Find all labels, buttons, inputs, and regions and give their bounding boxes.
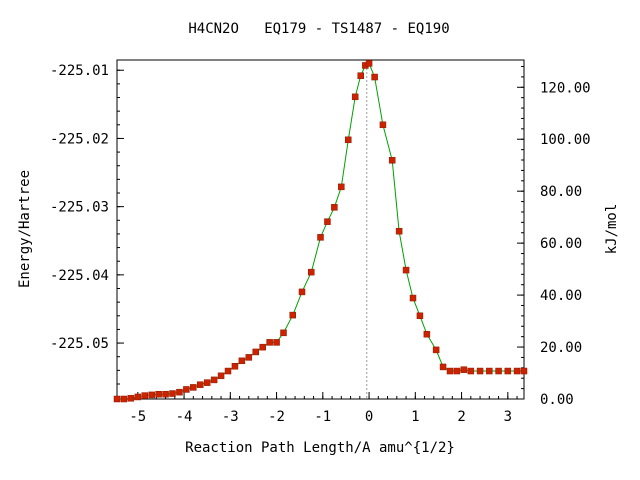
data-point	[134, 393, 142, 401]
data-point	[453, 367, 461, 375]
y-axis-label: Energy/Hartree	[17, 170, 33, 288]
data-point	[298, 288, 306, 296]
data-point	[476, 367, 484, 375]
data-point	[345, 136, 352, 144]
energy-curve	[117, 62, 524, 400]
plot-frame	[116, 59, 525, 400]
data-point	[245, 354, 253, 361]
data-point	[252, 348, 259, 356]
data-point	[439, 363, 447, 371]
data-point	[504, 367, 512, 375]
data-point	[357, 72, 364, 79]
data-point	[308, 268, 315, 276]
x-tick-label: -4	[176, 409, 193, 425]
data-point	[520, 367, 528, 375]
data-point	[446, 367, 454, 375]
x-axis-label: Reaction Path Length/A amu^{1/2}	[185, 440, 455, 456]
y2-tick-label: 0.00	[540, 392, 574, 408]
y2-tick-label: 40.00	[540, 288, 582, 304]
x-axis-ticks: -5 -4 -3 -2 -1 0 1 2 3	[129, 392, 512, 425]
data-point	[416, 312, 424, 320]
data-point	[351, 93, 359, 101]
data-point	[331, 204, 338, 211]
x-tick-label: -3	[222, 409, 239, 425]
data-point	[183, 386, 190, 393]
data-point	[190, 384, 197, 391]
data-point	[141, 392, 148, 399]
data-point	[280, 329, 287, 337]
data-point	[513, 367, 521, 375]
x-tick-label: 1	[411, 409, 419, 425]
y-tick-label: -225.04	[50, 268, 109, 284]
x-tick-label: 0	[365, 409, 373, 425]
data-point	[432, 346, 440, 354]
data-point	[423, 330, 431, 338]
data-point	[365, 60, 373, 67]
y2-tick-label: 120.00	[540, 80, 591, 96]
data-point	[289, 311, 296, 319]
y2-tick-label: 60.00	[540, 236, 582, 252]
y-tick-label: -225.01	[50, 63, 109, 79]
data-points	[113, 60, 528, 403]
data-point	[155, 390, 162, 398]
data-point	[231, 363, 239, 370]
data-point	[238, 357, 246, 365]
y-axis-ticks: -225.01 -225.02 -225.03 -225.04 -225.05	[50, 63, 124, 352]
x-tick-label: -2	[268, 409, 285, 425]
data-point	[162, 390, 169, 398]
data-point	[371, 73, 378, 81]
data-point	[266, 339, 273, 346]
data-point	[409, 294, 417, 302]
data-point	[169, 390, 176, 397]
data-point	[217, 372, 225, 380]
data-point	[127, 395, 135, 402]
y2-tick-label: 80.00	[540, 184, 582, 200]
data-point	[395, 227, 403, 235]
data-point	[495, 367, 502, 375]
x-tick-label: 2	[457, 409, 465, 425]
data-point	[324, 218, 331, 225]
data-point	[197, 381, 204, 388]
y-tick-label: -225.02	[50, 131, 109, 147]
y2-axis-label: kJ/mol	[604, 204, 620, 255]
data-point	[148, 391, 155, 399]
data-point	[467, 367, 475, 375]
y2-axis-ticks: 0.00 20.00 40.00 60.00 80.00 100.00 120.00	[517, 80, 591, 408]
x-tick-label: 3	[504, 409, 512, 425]
data-point	[259, 343, 266, 351]
minor-ticks	[117, 65, 524, 399]
data-point	[486, 367, 493, 375]
data-point	[176, 388, 183, 396]
data-point	[338, 183, 345, 191]
x-tick-label: -5	[129, 409, 146, 425]
data-point	[273, 339, 280, 346]
data-point	[210, 376, 218, 384]
data-point	[317, 234, 324, 241]
data-point	[379, 121, 387, 129]
data-point	[460, 366, 468, 373]
data-point	[402, 266, 410, 274]
y2-tick-label: 20.00	[540, 340, 582, 356]
data-point	[113, 395, 121, 403]
data-point	[120, 395, 128, 403]
chart-title: H4CN2O EQ179 - TS1487 - EQ190	[188, 21, 449, 37]
y-tick-label: -225.03	[50, 200, 109, 216]
y2-tick-label: 100.00	[540, 132, 591, 148]
y-tick-label: -225.05	[50, 336, 109, 352]
data-point	[203, 379, 211, 386]
data-point	[224, 367, 232, 375]
x-tick-label: -1	[314, 409, 331, 425]
data-point	[388, 157, 396, 164]
